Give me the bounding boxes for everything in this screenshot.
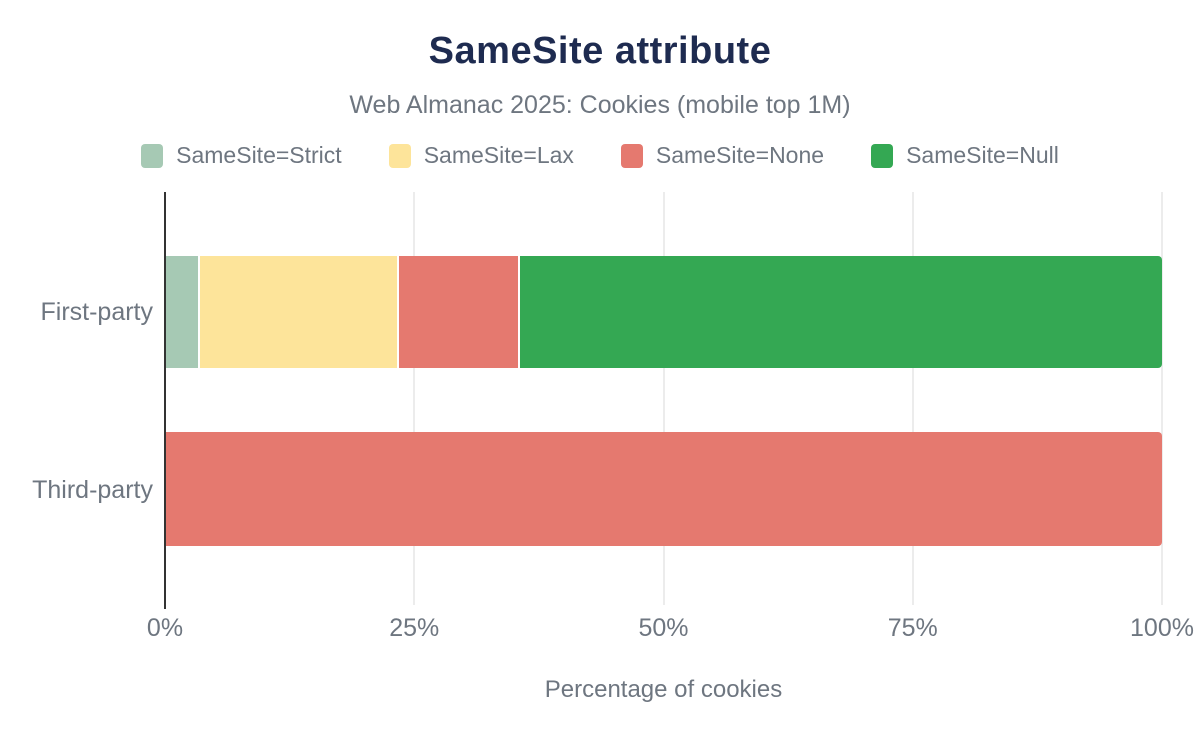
chart-title: SameSite attribute xyxy=(428,30,772,72)
gridline xyxy=(413,192,416,605)
x-axis-tick-label: 50% xyxy=(638,614,689,642)
y-axis-line xyxy=(164,192,166,609)
legend-label: SameSite=Lax xyxy=(423,142,574,168)
bar-row xyxy=(165,256,1162,368)
gridline xyxy=(662,192,665,605)
chart-subtitle: Web Almanac 2025: Cookies (mobile top 1M… xyxy=(349,91,851,119)
legend-item: SameSite=None xyxy=(620,142,825,169)
gridline xyxy=(911,192,914,605)
plot-area xyxy=(165,192,1163,605)
y-axis-label: Third-party xyxy=(32,476,153,504)
legend-label: SameSite=None xyxy=(655,142,825,168)
bar-segment xyxy=(517,256,1162,368)
legend-swatch-icon xyxy=(388,143,411,168)
legend-swatch-icon xyxy=(871,143,894,168)
x-axis-ticks: 0% 25% 50% 75% 100% xyxy=(147,614,1194,644)
bar-segment xyxy=(165,256,198,368)
legend-item: SameSite=Null xyxy=(871,142,1059,169)
x-axis-tick-label: 100% xyxy=(1130,614,1194,642)
bar-segment xyxy=(165,432,1162,546)
x-axis-tick-label: 0% xyxy=(146,614,184,642)
x-axis-tick-label: 75% xyxy=(887,614,938,642)
legend: SameSite=Strict SameSite=Lax SameSite=None… xyxy=(0,142,1200,169)
legend-swatch-icon xyxy=(141,143,164,168)
x-axis-label: Percentage of cookies xyxy=(544,676,783,703)
legend-item: SameSite=Strict xyxy=(141,142,342,169)
legend-swatch-icon xyxy=(620,143,643,168)
bar-segment xyxy=(396,256,518,368)
x-axis-tick-label: 25% xyxy=(389,614,440,642)
bar-row xyxy=(165,432,1162,546)
legend-item: SameSite=Lax xyxy=(388,142,574,169)
legend-label: SameSite=Strict xyxy=(176,142,342,168)
legend-label: SameSite=Null xyxy=(906,142,1059,168)
gridline xyxy=(1161,192,1163,605)
bar-segment xyxy=(197,256,397,368)
y-axis-label: First-party xyxy=(40,298,154,326)
